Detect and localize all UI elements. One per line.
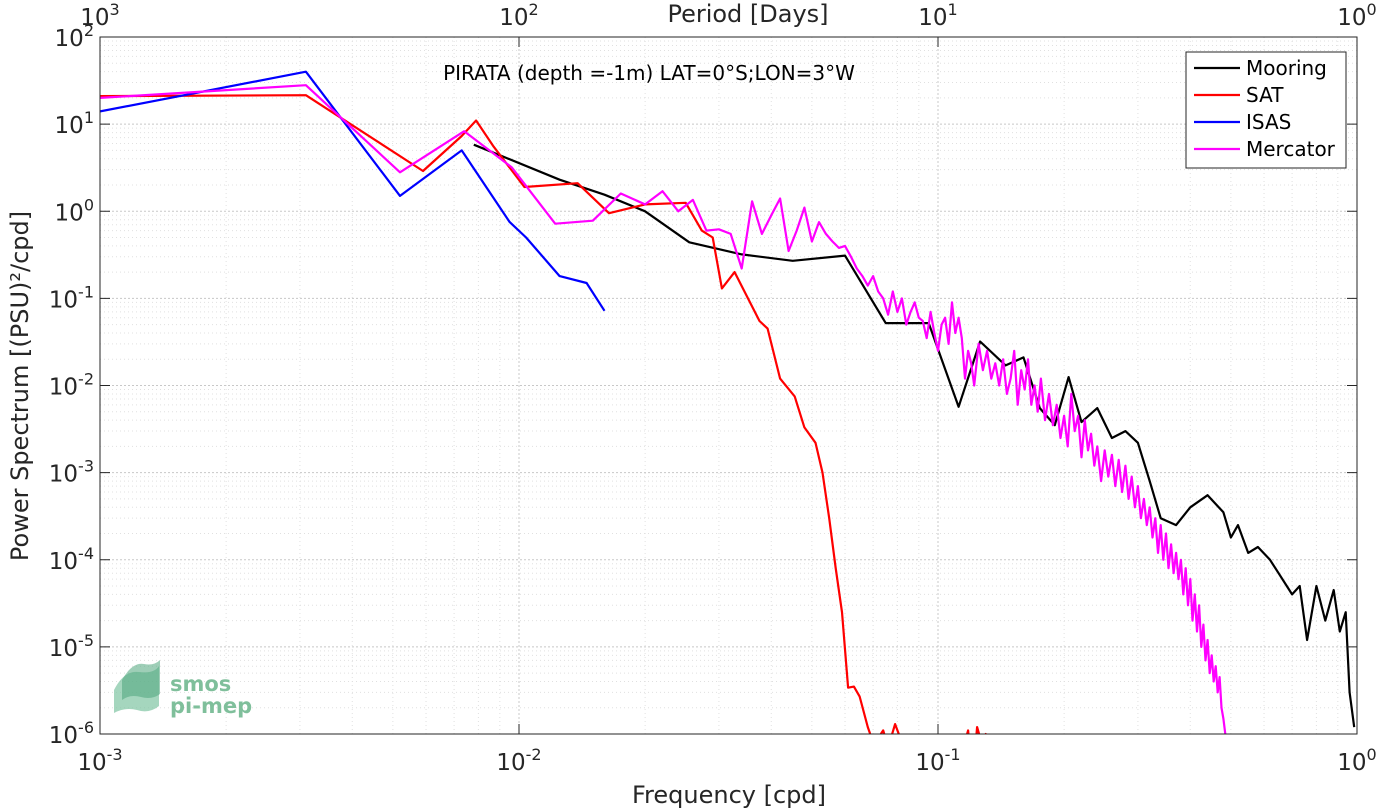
y-tick-label: 102 bbox=[55, 21, 94, 52]
y-tick-label: 10-2 bbox=[49, 370, 94, 401]
logo-text-line1: smos bbox=[170, 672, 231, 696]
legend-label: Mercator bbox=[1246, 137, 1336, 161]
y-tick-label: 10-4 bbox=[49, 544, 94, 575]
grid bbox=[100, 37, 1357, 734]
series-line-sat bbox=[100, 94, 987, 734]
x-tick-label: 100 bbox=[1337, 745, 1376, 776]
y-tick-label: 10-3 bbox=[49, 457, 94, 488]
legend-label: ISAS bbox=[1246, 110, 1291, 134]
series-line-mercator bbox=[100, 84, 1227, 734]
series-line-mooring bbox=[473, 143, 1356, 728]
series-layer bbox=[100, 70, 1356, 734]
y-tick-label: 101 bbox=[55, 108, 94, 139]
x-axis-title: Frequency [cpd] bbox=[632, 781, 826, 809]
top-axis-title: Period [Days] bbox=[667, 0, 828, 28]
logo-wave2-icon bbox=[122, 660, 160, 700]
y-tick-label: 10-6 bbox=[49, 718, 94, 749]
y-tick-label: 10-5 bbox=[49, 631, 94, 662]
x-tick-label: 10-2 bbox=[496, 745, 541, 776]
top-tick-label: 101 bbox=[918, 0, 957, 31]
chart-annotation: PIRATA (depth =-1m) LAT=0°S;LON=3°W bbox=[443, 61, 855, 85]
logo-text-line2: pi-mep bbox=[170, 694, 252, 718]
y-axis-title: Power Spectrum [(PSU)²/cpd] bbox=[6, 211, 34, 561]
top-tick-label: 100 bbox=[1337, 0, 1376, 31]
x-tick-label: 10-1 bbox=[915, 745, 960, 776]
legend: Mooring SAT ISAS Mercator bbox=[1185, 51, 1347, 169]
legend-label: Mooring bbox=[1246, 56, 1327, 80]
y-tick-label: 10-1 bbox=[49, 282, 94, 313]
x-tick-label: 10-3 bbox=[77, 745, 122, 776]
legend-box bbox=[1185, 51, 1347, 169]
top-tick-label: 103 bbox=[80, 0, 119, 31]
y-tick-label: 100 bbox=[55, 195, 94, 226]
top-tick-label: 102 bbox=[499, 0, 538, 31]
legend-label: SAT bbox=[1246, 83, 1284, 107]
smos-logo: smos pi-mep bbox=[114, 660, 252, 718]
